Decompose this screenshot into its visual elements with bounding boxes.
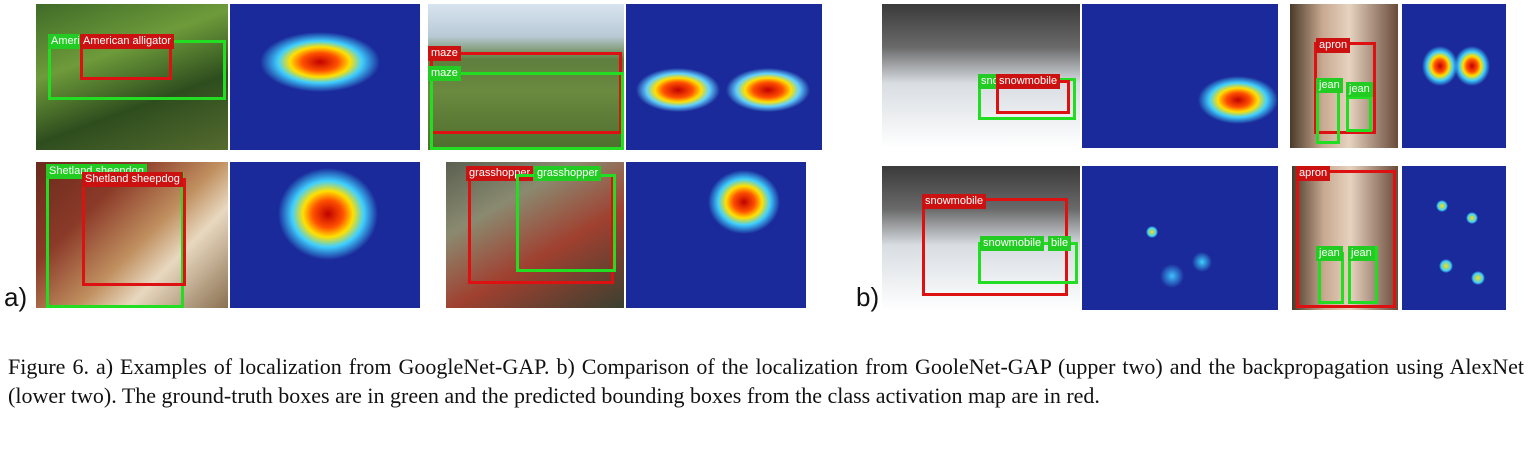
apron-gap-heatmap [1402,4,1506,148]
apron-photo-gap: apron jean jean [1290,4,1398,148]
panel-a: Ameri American alligator maze maze Shetl… [0,0,830,320]
grasshopper-photo: grasshopper grasshopper [446,162,624,308]
maze-photo: maze maze [428,4,624,150]
sheepdog-pred-box [82,178,186,286]
panel-a-marker: a) [4,282,28,312]
panel-b-marker: b) [856,282,880,312]
snowmobile-photo-alexnet: snowmobile snowmobile bile [882,166,1080,310]
alligator-pred-label: American alligator [80,34,175,49]
snowmobile-alexnet-pred-label: snowmobile [922,194,987,209]
snowmobile-gap-heatmap [1082,4,1278,148]
snowmobile-alexnet-gt-label: snowmobile [980,236,1045,251]
snowmobile-gap-pred-label: snowmobile [996,74,1061,89]
sheepdog-heatmap [230,162,420,308]
apron-alexnet-pred-box [1296,170,1396,308]
jean-gap-gt-label-1: jean [1316,78,1343,93]
maze-pred-label: maze [428,46,461,61]
grasshopper-heatmap [626,162,806,308]
grasshopper-gt-box [516,174,616,272]
jean-alexnet-gt-label-1: jean [1316,246,1343,261]
sheepdog-photo: Shetland sheepdog Shetland sheepdog [36,162,228,308]
alligator-gt-label: Ameri [48,34,83,49]
grasshopper-gt-label: grasshopper [534,166,602,181]
apron-alexnet-pred-label: apron [1296,166,1331,181]
snowmobile-photo-gap: sno snowmobile [882,4,1080,148]
apron-alexnet-heatmap [1402,166,1506,310]
apron-gap-pred-label: apron [1316,38,1351,53]
maze-gt-box [430,72,624,150]
snowmobile-gap-gt-label: sno [978,74,1002,89]
jean-gap-gt-label-2: jean [1346,82,1373,97]
jean-alexnet-gt-label-2: jean [1348,246,1375,261]
alligator-photo: Ameri American alligator [36,4,228,150]
sheepdog-pred-label: Shetland sheepdog [82,172,183,187]
panel-b: sno snowmobile apron jean jean snowmobil… [840,0,1531,320]
maze-gt-label: maze [428,66,461,81]
apron-photo-alexnet: apron jean jean [1292,166,1398,310]
maze-heatmap [626,4,822,150]
alligator-heatmap [230,4,420,150]
snowmobile-alexnet-heatmap [1082,166,1278,310]
figure-caption: Figure 6. a) Examples of localization fr… [8,354,1524,408]
snowmobile-alexnet-gt-label-2: bile [1048,236,1072,251]
jean-gap-gt-box-2 [1346,96,1372,132]
